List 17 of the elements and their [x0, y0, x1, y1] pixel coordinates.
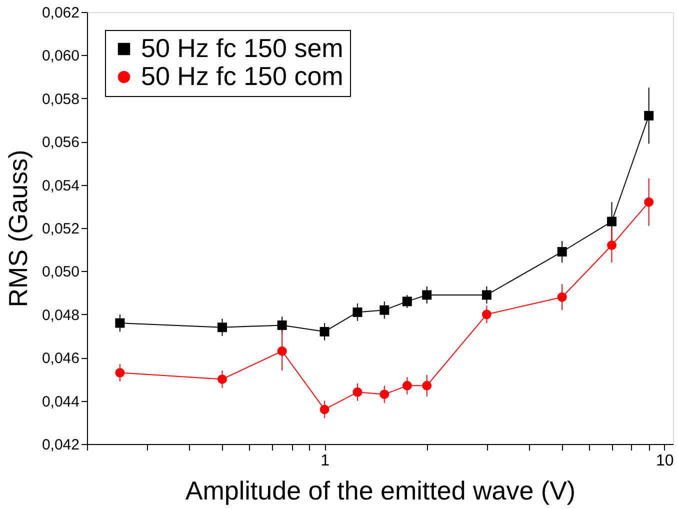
- y-tick-label: 0,056: [42, 134, 80, 152]
- y-tick-label: 0,046: [42, 350, 80, 368]
- y-tick-label: 0,062: [42, 4, 80, 22]
- y-tick-label: 0,058: [42, 90, 80, 108]
- y-tick-label: 0,044: [42, 393, 80, 410]
- x-axis-title: Amplitude of the emitted wave (V): [185, 476, 576, 506]
- y-axis-title: RMS (Gauss): [2, 150, 33, 308]
- y-tick-label: 0,060: [42, 48, 80, 65]
- x-tick-label: 10: [656, 452, 674, 470]
- y-tick-label: 0,048: [42, 306, 80, 324]
- legend-label: 50 Hz fc 150 com: [141, 61, 344, 91]
- legend-label: 50 Hz fc 150 sem: [141, 33, 344, 63]
- x-tick-label: 1: [320, 452, 330, 470]
- y-tick-label: 0,054: [42, 177, 80, 194]
- y-tick-label: 0,050: [42, 264, 80, 281]
- y-tick-label: 0,052: [42, 220, 80, 238]
- y-tick-label: 0,042: [42, 436, 80, 454]
